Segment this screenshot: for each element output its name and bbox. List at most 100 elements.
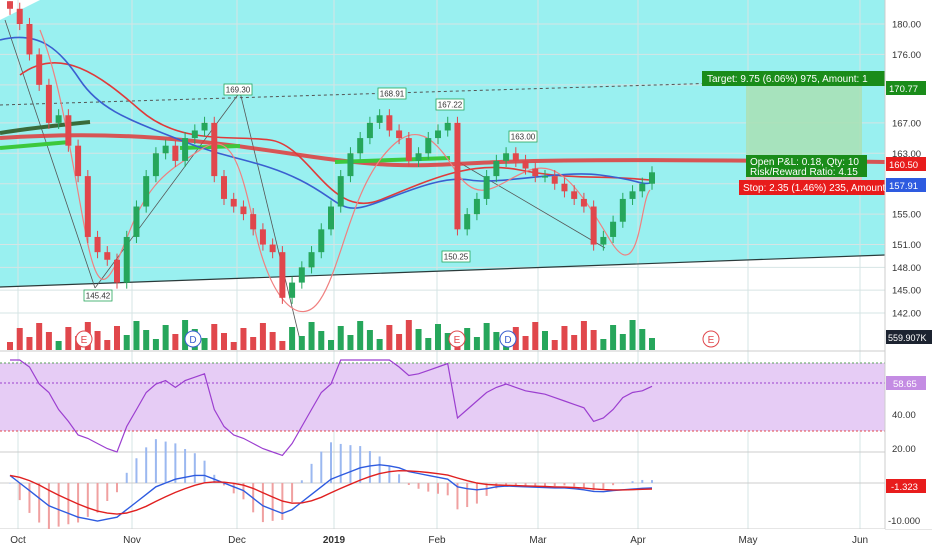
volume-bar bbox=[493, 332, 500, 350]
macd-histogram bbox=[9, 439, 653, 530]
target-label: Target: 9.75 (6.06%) 975, Amount: 1 bbox=[707, 74, 868, 85]
price-tick: 180.00 bbox=[892, 20, 921, 31]
rsi-value-label bbox=[886, 376, 926, 390]
macd-hist-bar bbox=[573, 483, 576, 487]
dividend-marker[interactable]: D bbox=[499, 330, 517, 348]
price-label-target-text: 170.77 bbox=[889, 84, 918, 95]
volume-bar bbox=[162, 325, 169, 350]
macd-hist-bar bbox=[203, 460, 206, 483]
ma-fast-red bbox=[39, 29, 651, 313]
candle-body bbox=[250, 214, 257, 230]
support-trendline[interactable] bbox=[0, 254, 886, 288]
volume-bar bbox=[561, 326, 568, 350]
price-label-last-text: 160.50 bbox=[889, 160, 918, 171]
diagonal-line-3[interactable] bbox=[239, 91, 301, 341]
volume-label-text: 559.907K bbox=[888, 333, 927, 343]
macd-hist-bar bbox=[106, 483, 109, 501]
trough-label: 150.25 bbox=[441, 250, 471, 263]
target-zone[interactable] bbox=[746, 78, 862, 162]
time-tick: May bbox=[739, 535, 758, 546]
price-tick: 142.00 bbox=[892, 309, 921, 320]
candle-body bbox=[483, 176, 490, 199]
time-tick: Oct bbox=[10, 535, 26, 546]
volume-bar bbox=[114, 326, 120, 350]
stop-label-bg bbox=[739, 180, 885, 195]
time-tick: Feb bbox=[428, 535, 446, 546]
macd-hist-bar bbox=[86, 483, 89, 517]
price-label-ma-text: 157.91 bbox=[889, 181, 918, 192]
diagonal-line-4[interactable] bbox=[454, 159, 606, 249]
macd-hist-bar bbox=[291, 483, 294, 503]
candle-body bbox=[45, 84, 52, 123]
signal-line bbox=[9, 469, 653, 515]
macd-hist-bar bbox=[553, 483, 556, 487]
ma-long-green-3 bbox=[334, 156, 451, 164]
diagonal-line-1[interactable] bbox=[4, 19, 96, 289]
volume-bar bbox=[590, 330, 597, 350]
candle-body bbox=[7, 1, 13, 9]
volume-bar bbox=[65, 327, 72, 350]
price-candles[interactable] bbox=[7, 1, 655, 304]
dividend-marker[interactable]: D bbox=[184, 330, 202, 348]
candle-body bbox=[619, 198, 626, 222]
macd-line bbox=[9, 464, 653, 522]
time-axis-bg[interactable] bbox=[0, 529, 885, 550]
macd-hist-bar bbox=[651, 480, 653, 483]
time-tick: Jun bbox=[852, 535, 868, 546]
candle-body bbox=[133, 206, 140, 237]
macd-hist-bar bbox=[641, 479, 644, 483]
candle-body bbox=[639, 183, 646, 192]
volume-bar bbox=[211, 324, 218, 350]
price-tick: 167.00 bbox=[892, 118, 921, 129]
macd-hist-bar bbox=[621, 482, 624, 484]
svg-text:D: D bbox=[504, 335, 511, 346]
price-tick: 155.00 bbox=[892, 210, 921, 221]
volume-bar bbox=[298, 336, 305, 350]
candle-body bbox=[415, 153, 422, 161]
candle-body bbox=[104, 252, 111, 260]
volume-bar bbox=[269, 332, 276, 350]
candle-body bbox=[162, 145, 169, 154]
candle-body bbox=[172, 145, 179, 161]
volume-bar bbox=[94, 331, 101, 350]
volume-bar bbox=[347, 335, 354, 350]
volume-bar bbox=[133, 321, 140, 350]
volume-bar bbox=[308, 322, 315, 350]
candle-body bbox=[425, 138, 432, 154]
macd-value-label bbox=[886, 479, 926, 493]
macd-hist-bar bbox=[602, 483, 605, 490]
earnings-marker[interactable]: E bbox=[448, 330, 466, 348]
rsi-tick: 20.00 bbox=[892, 444, 916, 455]
wedge-channel bbox=[0, 0, 885, 287]
price-tick: 176.00 bbox=[892, 50, 921, 61]
candle-body bbox=[590, 206, 597, 245]
macd-hist-bar bbox=[417, 483, 420, 489]
peak-label-text: 169.30 bbox=[226, 86, 251, 95]
volume-bar bbox=[542, 331, 548, 350]
earnings-marker[interactable]: E bbox=[702, 330, 720, 348]
volume-bar bbox=[639, 329, 646, 350]
macd-hist-bar bbox=[116, 483, 118, 493]
candle-body bbox=[182, 138, 189, 161]
candle-body bbox=[55, 115, 62, 123]
volume-bar bbox=[36, 323, 43, 350]
candle-body bbox=[580, 198, 587, 207]
candle-body bbox=[454, 122, 461, 230]
macd-hist-bar bbox=[514, 483, 517, 486]
volume-bar bbox=[600, 339, 607, 350]
macd-hist-bar bbox=[485, 483, 488, 496]
rsi-tick: 40.00 bbox=[892, 410, 916, 421]
earnings-marker[interactable]: E bbox=[75, 330, 93, 348]
stop-label: Stop: 2.35 (1.46%) 235, Amount: 7 bbox=[743, 183, 897, 194]
volume-bar bbox=[366, 330, 373, 350]
macd-hist-bar bbox=[446, 483, 449, 496]
macd-hist-bar bbox=[135, 458, 138, 483]
candle-body bbox=[298, 267, 305, 283]
price-label-ma bbox=[886, 178, 926, 192]
volume-bar bbox=[221, 333, 227, 350]
ma-dark-green bbox=[0, 120, 91, 135]
candle-body bbox=[240, 206, 247, 215]
volume-bar bbox=[240, 328, 247, 350]
